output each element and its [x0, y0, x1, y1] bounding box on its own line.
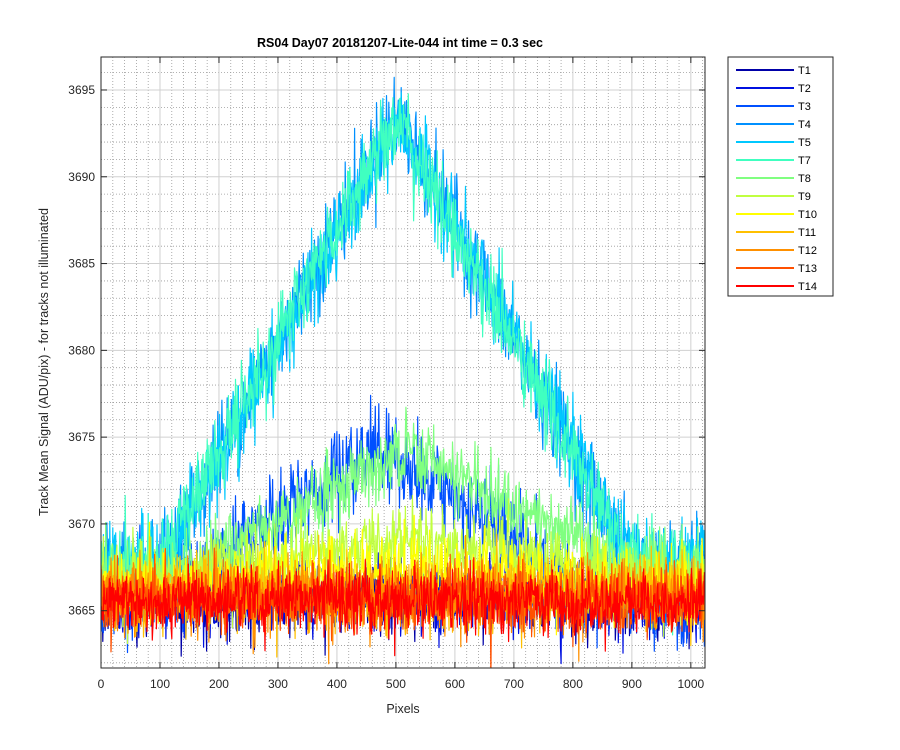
x-axis-label: Pixels [386, 702, 419, 716]
y-tick-label: 3670 [68, 517, 95, 531]
legend-label: T11 [798, 227, 816, 239]
legend-label: T4 [798, 119, 811, 131]
legend-entry-t4: T4 [736, 119, 811, 131]
x-tick-label: 700 [504, 677, 524, 691]
legend-entry-t1: T1 [736, 65, 811, 77]
legend-label: T5 [798, 137, 811, 149]
y-tick-label: 3690 [68, 170, 95, 184]
x-tick-label: 300 [268, 677, 288, 691]
legend-entry-t5: T5 [736, 137, 811, 149]
x-tick-labels: 0 100 200 300 400 500 600 700 800 900 1000 [98, 677, 705, 691]
x-tick-label: 0 [98, 677, 105, 691]
y-tick-labels: 3665 3670 3675 3680 3685 3690 3695 [68, 83, 95, 618]
legend-entry-t13: T13 [736, 263, 817, 275]
x-tick-label: 500 [386, 677, 406, 691]
legend-label: T1 [798, 65, 811, 77]
legend-label: T9 [798, 191, 811, 203]
legend-box [727, 56, 834, 297]
x-tick-label: 400 [327, 677, 347, 691]
chart-title: RS04 Day07 20181207-Lite-044 int time = … [257, 36, 543, 50]
legend-label: T14 [798, 281, 817, 293]
y-axis-label: Track Mean Signal (ADU/pix) - for tracks… [37, 208, 51, 516]
legend-entry-t10: T10 [736, 209, 817, 221]
legend-entry-t9: T9 [736, 191, 811, 203]
y-tick-label: 3675 [68, 430, 95, 444]
x-tick-label: 100 [150, 677, 170, 691]
y-tick-label: 3680 [68, 343, 95, 357]
series-line-t7 [101, 93, 705, 636]
legend-entry-t2: T2 [736, 83, 811, 95]
legend-label: T8 [798, 173, 811, 185]
legend-entry-t7: T7 [736, 155, 811, 167]
legend: T1 T2 T3 T4 T5 T7 T8 T9 T10 T11 T12 T13 T14 [727, 56, 834, 297]
legend-entry-t14: T14 [736, 281, 817, 293]
x-tick-label: 1000 [677, 677, 704, 691]
legend-label: T3 [798, 101, 811, 113]
legend-label: T13 [798, 263, 817, 275]
y-tick-label: 3685 [68, 257, 95, 271]
y-tick-label: 3665 [68, 604, 95, 618]
legend-label: T12 [798, 245, 817, 257]
series-line-t14 [101, 557, 705, 657]
plot-frame [100, 56, 706, 669]
legend-entry-t3: T3 [736, 101, 811, 113]
y-tick-label: 3695 [68, 83, 95, 97]
x-tick-label: 200 [209, 677, 229, 691]
x-tick-label: 600 [445, 677, 465, 691]
legend-entry-t11: T11 [736, 227, 816, 239]
legend-label: T7 [798, 155, 811, 167]
legend-label: T2 [798, 83, 811, 95]
x-tick-label: 900 [622, 677, 642, 691]
legend-entry-t8: T8 [736, 173, 811, 185]
series-layer [101, 76, 705, 668]
x-tick-label: 800 [563, 677, 583, 691]
legend-entry-t12: T12 [736, 245, 817, 257]
legend-label: T10 [798, 209, 817, 221]
axis-ticks [100, 57, 705, 668]
